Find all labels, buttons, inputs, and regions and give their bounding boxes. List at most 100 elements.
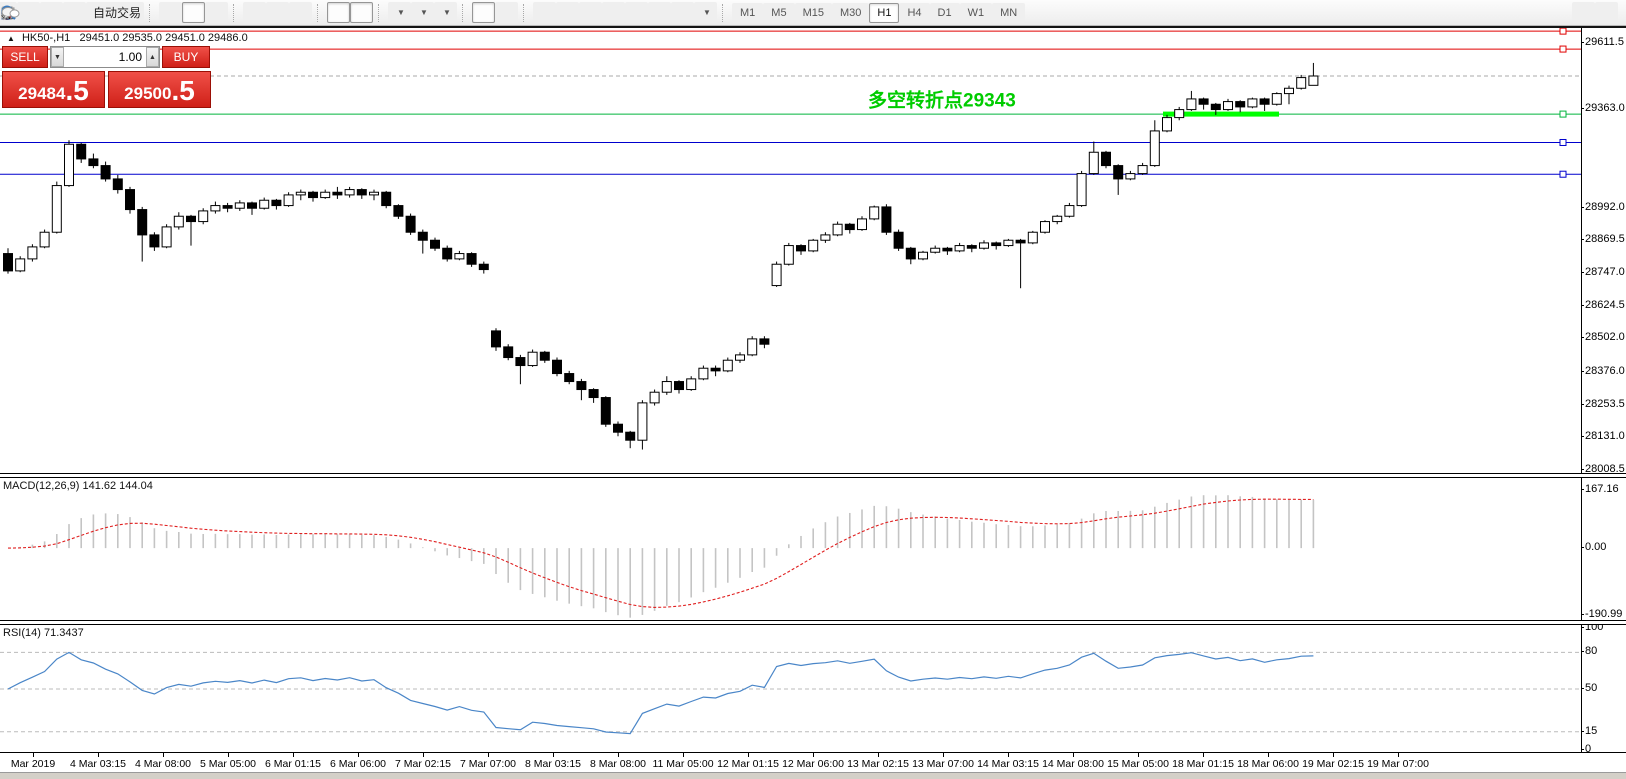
candlestick [405,215,416,233]
timeframe-m15[interactable]: M15 [794,2,832,23]
candlestick [735,354,745,361]
arrows-button[interactable]: ▼ [1,2,718,23]
candlestick [1137,165,1148,175]
candlestick [454,253,465,260]
candlestick [1271,93,1282,105]
periods-dropdown-arrow[interactable]: ▼ [420,8,428,17]
chart-ohlc-values: 29451.0 29535.0 29451.0 29486.0 [79,32,248,44]
text-label-button[interactable]: T [1,2,695,23]
price-tick: 28624.5 [1581,298,1625,311]
candlestick [783,245,794,265]
candlestick [1296,77,1307,89]
fibonacci-button[interactable]: F [2,2,649,23]
timeframe-w1[interactable]: W1 [959,2,993,23]
timeframe-h1[interactable]: H1 [869,2,900,23]
candlestick [1149,130,1160,167]
tile-windows-button[interactable] [2,2,313,23]
chart-shift-button[interactable] [2,2,374,23]
candlestick [881,206,892,233]
candlestick [161,226,172,248]
candlestick [796,245,806,252]
cursor-button[interactable] [4,2,496,23]
timeframe-m5[interactable]: M5 [763,2,795,23]
metaeditor-button[interactable] [1,2,63,23]
candlestick [186,215,196,223]
line-endpoint-marker[interactable] [1559,138,1567,146]
candlestick-chart-button[interactable] [3,2,206,23]
time-axis-label: 6 Mar 06:00 [329,758,387,770]
zoom-out-button[interactable] [2,2,290,23]
main-toolbar: 单 自动交易 [0,0,1626,26]
history-center-button[interactable] [1,2,40,23]
pivot-highlight-segment[interactable] [1163,111,1279,117]
equidistant-channel-button[interactable]: E [1,2,626,23]
periods-button[interactable]: ▼ [1,2,435,23]
horizontal-line-button[interactable] [2,2,580,23]
macd-axis-tick: 0.00 [1580,541,1607,554]
candlestick [247,202,257,209]
candlestick [564,373,575,383]
candlestick [1113,165,1124,180]
candlestick [576,381,587,391]
volume-decrease-button[interactable]: ▼ [51,47,64,67]
line-endpoint-marker[interactable] [1559,45,1567,53]
line-endpoint-marker[interactable] [1559,28,1567,35]
macd-panel-splitter[interactable] [0,473,1626,478]
timeframe-m30[interactable]: M30 [831,2,870,23]
volume-input[interactable] [64,47,146,67]
vertical-line-button[interactable] [7,2,557,23]
candlestick [210,205,221,212]
timeframe-d1[interactable]: D1 [929,2,960,23]
templates-dropdown-arrow[interactable]: ▼ [443,8,451,17]
collapse-arrow-icon[interactable]: ▲ [7,34,15,43]
candlestick [722,359,733,372]
candlestick [954,245,965,252]
text-button[interactable]: A [4,2,672,23]
chat-button[interactable] [1,2,1618,23]
templates-button[interactable]: ▼ [1,2,458,23]
volume-increase-button[interactable]: ▲ [146,47,159,67]
zoom-in-button[interactable] [2,2,267,23]
line-chart-button[interactable] [1,2,229,23]
candlestick [966,245,977,249]
candlestick [1308,75,1319,86]
bar-chart-button[interactable] [2,2,183,23]
sell-button[interactable]: SELL [2,46,48,68]
signals-button[interactable] [2,2,86,23]
indicators-dropdown-arrow[interactable]: ▼ [397,8,405,17]
buy-price-button[interactable]: 29500 .5 [108,71,211,108]
sell-price-button[interactable]: 29484 .5 [2,71,105,108]
timeframe-m1[interactable]: M1 [732,2,764,23]
crosshair-button[interactable] [2,2,519,23]
timeframe-h4[interactable]: H4 [899,2,930,23]
line-endpoint-marker[interactable] [1559,170,1567,178]
buy-button[interactable]: BUY [162,46,210,68]
price-axis[interactable]: 29611.5 29363.0 28992.0 28869.5 28747.0 28624… [1580,28,1626,755]
time-axis-tick [1008,753,1009,757]
candlestick [991,242,1002,247]
rsi-panel-splitter[interactable] [0,620,1626,625]
auto-trading-button[interactable]: 自动交易 [2,2,145,23]
auto-scroll-button[interactable] [2,2,351,23]
trendline-button[interactable] [2,2,603,23]
time-axis-tick [488,753,489,757]
main-price-chart[interactable]: 多空转折点29343 [0,28,1581,473]
candlestick [1125,173,1136,180]
candlestick [1064,205,1075,217]
one-click-trading-panel: SELL ▼ ▲ BUY 29484 .5 29500 .5 [2,46,212,108]
time-axis-tick [98,753,99,757]
toolbar-grip [722,3,728,22]
time-axis-label: 6 Mar 01:15 [264,758,322,770]
search-button[interactable] [1,2,1595,23]
timeframe-mn[interactable]: MN [992,2,1026,23]
indicators-button[interactable]: ▼ [2,2,412,23]
arrows-dropdown-arrow[interactable]: ▼ [703,8,711,17]
pivot-annotation-text[interactable]: 多空转折点29343 [868,88,1016,111]
line-endpoint-marker[interactable] [1559,110,1567,118]
candlestick [905,247,916,260]
candlestick [1223,101,1233,111]
price-tick: 28747.0 [1581,266,1625,279]
time-axis-label: 13 Mar 02:15 [847,758,909,770]
candlestick [3,253,13,272]
time-axis[interactable]: Mar 2019 4 Mar 03:15 4 Mar 08:00 5 Mar 05:0… [0,752,1626,772]
